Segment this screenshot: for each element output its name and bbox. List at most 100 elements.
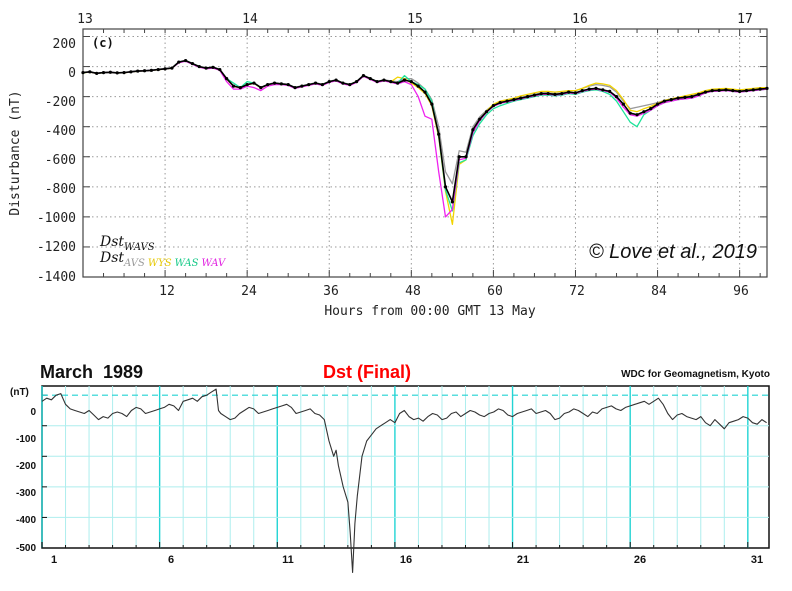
series-point-wavs — [505, 99, 509, 103]
series-point-wavs — [635, 113, 639, 117]
series-point-wavs — [293, 86, 297, 90]
bottom-x-tick-label: 1 — [51, 554, 57, 566]
top-x-axis-label: Hours from 00:00 GMT 13 May — [324, 304, 535, 319]
series-point-wavs — [170, 66, 174, 70]
bottom-x-tick-label: 16 — [400, 554, 412, 566]
bottom-chart: March 1989 Dst (Final) WDC for Geomagnet… — [10, 362, 770, 574]
series-point-wavs — [519, 96, 523, 100]
series-point-wavs — [621, 102, 625, 106]
series-point-wavs — [594, 86, 598, 90]
top-axis-day-13: 13 — [77, 12, 93, 27]
series-point-wavs — [491, 104, 495, 108]
bottom-x-tick-label: 31 — [751, 554, 763, 566]
top-y-tick-label: -800 — [45, 182, 76, 197]
top-y-axis-label: Disturbance (nT) — [8, 90, 23, 215]
series-point-wavs — [738, 89, 742, 93]
series-point-wavs — [430, 102, 434, 106]
top-axis-day-17: 17 — [737, 12, 753, 27]
series-point-wavs — [300, 84, 304, 88]
top-y-tick-label: -400 — [45, 124, 76, 139]
top-y-tick-label: -200 — [45, 95, 76, 110]
series-point-wavs — [313, 81, 318, 85]
top-y-tick-label: -1000 — [37, 211, 76, 226]
series-point-wavs — [703, 90, 708, 94]
bottom-y-tick-label: 0 — [30, 407, 36, 418]
bottom-y-tick-label: -400 — [16, 515, 36, 526]
series-point-wavs — [129, 70, 133, 74]
series-point-wavs — [375, 80, 379, 84]
top-y-tick-labels: 200 0 -200 -400 -600 -800 -1000 -1200 -1… — [37, 37, 76, 285]
series-point-wavs — [156, 67, 160, 72]
series-point-wavs — [498, 101, 502, 105]
series-point-wavs — [676, 96, 680, 100]
bottom-x-tick-label: 21 — [517, 554, 529, 566]
bottom-x-tick-label: 6 — [168, 554, 174, 566]
bottom-series-group — [41, 388, 767, 574]
series-point-wavs — [348, 83, 352, 87]
top-axis-day-15: 15 — [407, 12, 423, 27]
bottom-y-tick-label: -300 — [16, 488, 36, 499]
series-point-wavs — [204, 66, 208, 70]
top-chart: 13 14 15 16 17 200 0 -200 -400 -600 -800… — [8, 12, 769, 319]
series-point-wavs — [81, 70, 85, 75]
series-point-wavs — [211, 65, 215, 69]
top-axis-day-16: 16 — [572, 12, 588, 27]
series-point-wavs — [272, 81, 277, 85]
series-point-wavs — [320, 83, 324, 87]
series-point-wavs — [382, 78, 386, 82]
bottom-y-tick-label: -100 — [16, 434, 36, 445]
top-axis-ticks — [82, 29, 767, 278]
series-point-wavs — [731, 89, 735, 93]
top-x-tick-label: 36 — [323, 284, 339, 299]
series-point-wavs — [197, 64, 201, 69]
series-point-wavs — [190, 61, 195, 66]
top-plot-frame — [82, 28, 768, 278]
bottom-y-tick-label: -500 — [16, 543, 36, 554]
bottom-x-tick-label: 11 — [282, 554, 294, 566]
series-point-wavs — [437, 132, 441, 136]
series-point-wavs — [751, 88, 755, 92]
bottom-x-tick-label: 26 — [634, 554, 646, 566]
series-point-wavs — [184, 58, 188, 63]
series-point-wavs — [573, 91, 578, 95]
series-point-wavs — [218, 67, 222, 72]
series-point-wavs — [238, 86, 242, 90]
series-point-wavs — [245, 83, 249, 87]
series-point-wavs — [416, 84, 420, 88]
series-point-wavs — [758, 87, 762, 91]
top-legend: DstWAVS DstAVS WYS WAS WAV — [99, 234, 227, 269]
series-point-wavs — [259, 86, 263, 90]
series-point-wavs — [450, 200, 454, 204]
series-point-wavs — [101, 70, 106, 75]
series-point-wavs — [662, 99, 667, 103]
series-point-wavs — [136, 69, 140, 73]
series-point-wavs — [539, 92, 543, 96]
series-point-wavs — [231, 84, 236, 88]
series-point-wavs — [108, 70, 112, 74]
series-point-wavs — [368, 77, 372, 81]
series-point-wavs — [279, 82, 283, 86]
series-point-wavs — [252, 81, 256, 85]
series-point-wavs — [163, 67, 167, 71]
top-y-tick-label: -600 — [45, 153, 76, 168]
series-point-wavs — [361, 73, 366, 78]
series-point-wavs — [149, 68, 153, 72]
series-point-wavs — [669, 98, 673, 102]
top-y-tick-label: 200 — [53, 37, 76, 52]
bottom-grid — [41, 386, 769, 549]
series-point-wavs — [478, 117, 482, 121]
series-point-wavs — [341, 81, 345, 85]
series-point-wavs — [710, 89, 714, 93]
bottom-y-axis-label: (nT) — [10, 387, 29, 398]
series-point-wavs — [683, 95, 687, 99]
copyright-annotation: © Love et al., 2019 — [589, 241, 757, 263]
bottom-y-tick-labels: 0 -100 -200 -300 -400 -500 — [16, 407, 36, 554]
series-point-wavs — [334, 78, 338, 82]
series-point-wavs — [649, 107, 653, 111]
series-point-wavs — [642, 110, 646, 114]
series-point-wavs — [355, 80, 359, 84]
series-point-wavs — [697, 92, 701, 96]
series-point-wavs — [402, 78, 407, 82]
bottom-x-tick-labels: 1 6 11 16 21 26 31 — [51, 554, 763, 566]
